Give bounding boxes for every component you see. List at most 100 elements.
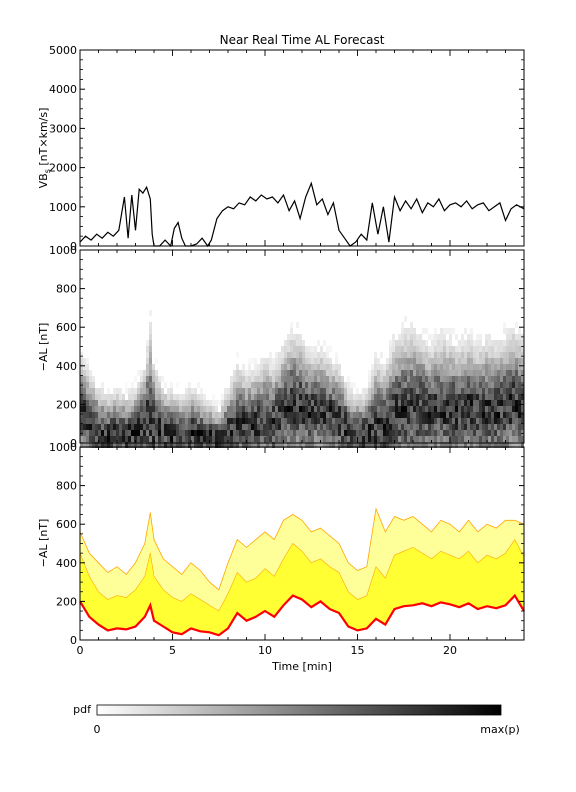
- pdf-cell: [83, 412, 86, 418]
- pdf-cell: [443, 334, 446, 340]
- xtick-label: 20: [443, 644, 457, 657]
- pdf-cell: [89, 442, 92, 448]
- pdf-cell: [497, 400, 500, 406]
- pdf-cell: [230, 436, 233, 442]
- pdf-cell: [236, 442, 239, 448]
- pdf-cell: [506, 388, 509, 394]
- pdf-cell: [434, 382, 437, 388]
- pdf-cell: [398, 340, 401, 346]
- pdf-cell: [257, 436, 260, 442]
- pdf-cell: [131, 406, 134, 412]
- pdf-cell: [479, 436, 482, 442]
- pdf-cell: [506, 442, 509, 448]
- pdf-cell: [434, 400, 437, 406]
- pdf-cell: [164, 424, 167, 430]
- pdf-cell: [401, 334, 404, 340]
- pdf-cell: [104, 418, 107, 424]
- pdf-cell: [359, 406, 362, 412]
- pdf-cell: [347, 394, 350, 400]
- pdf-cell: [92, 394, 95, 400]
- pdf-cell: [200, 412, 203, 418]
- pdf-cell: [149, 400, 152, 406]
- pdf-cell: [269, 442, 272, 448]
- pdf-cell: [248, 394, 251, 400]
- pdf-cell: [152, 406, 155, 412]
- pdf-cell: [323, 370, 326, 376]
- pdf-cell: [404, 400, 407, 406]
- pdf-cell: [167, 406, 170, 412]
- pdf-cell: [86, 382, 89, 388]
- pdf-cell: [449, 436, 452, 442]
- pdf-cell: [275, 436, 278, 442]
- pdf-cell: [302, 382, 305, 388]
- pdf-cell: [116, 424, 119, 430]
- pdf-cell: [155, 394, 158, 400]
- pdf-cell: [401, 352, 404, 358]
- pdf-cell: [452, 430, 455, 436]
- pdf-cell: [263, 382, 266, 388]
- pdf-cell: [134, 430, 137, 436]
- pdf-cell: [317, 358, 320, 364]
- pdf-cell: [488, 424, 491, 430]
- pdf-cell: [374, 358, 377, 364]
- pdf-cell: [410, 328, 413, 334]
- pdf-cell: [308, 412, 311, 418]
- pdf-cell: [485, 424, 488, 430]
- pdf-cell: [473, 424, 476, 430]
- pdf-cell: [221, 394, 224, 400]
- pdf-cell: [224, 412, 227, 418]
- pdf-cell: [245, 418, 248, 424]
- pdf-cell: [446, 442, 449, 448]
- pdf-cell: [191, 400, 194, 406]
- pdf-cell: [197, 442, 200, 448]
- pdf-cell: [449, 370, 452, 376]
- pdf-cell: [266, 376, 269, 382]
- pdf-cell: [341, 382, 344, 388]
- pdf-cell: [155, 442, 158, 448]
- pdf-cell: [521, 424, 524, 430]
- pdf-cell: [332, 364, 335, 370]
- pdf-cell: [281, 394, 284, 400]
- pdf-cell: [266, 442, 269, 448]
- pdf-cell: [494, 346, 497, 352]
- pdf-cell: [104, 424, 107, 430]
- pdf-cell: [392, 430, 395, 436]
- pdf-cell: [335, 382, 338, 388]
- pdf-cell: [347, 412, 350, 418]
- pdf-cell: [401, 430, 404, 436]
- pdf-cell: [479, 424, 482, 430]
- pdf-cell: [329, 412, 332, 418]
- pdf-cell: [218, 418, 221, 424]
- pdf-cell: [386, 370, 389, 376]
- pdf-cell: [443, 364, 446, 370]
- pdf-cell: [476, 442, 479, 448]
- pdf-cell: [188, 442, 191, 448]
- pdf-cell: [350, 382, 353, 388]
- pdf-cell: [155, 382, 158, 388]
- pdf-cell: [509, 358, 512, 364]
- pdf-cell: [272, 430, 275, 436]
- pdf-cell: [200, 430, 203, 436]
- pdf-cell: [284, 376, 287, 382]
- pdf-cell: [515, 394, 518, 400]
- pdf-cell: [218, 400, 221, 406]
- pdf-cell: [383, 406, 386, 412]
- pdf-cell: [479, 394, 482, 400]
- pdf-cell: [281, 400, 284, 406]
- pdf-cell: [461, 370, 464, 376]
- pdf-cell: [419, 394, 422, 400]
- ytick-label: 400: [56, 557, 77, 570]
- pdf-cell: [443, 388, 446, 394]
- pdf-cell: [158, 376, 161, 382]
- pdf-cell: [146, 364, 149, 370]
- pdf-cell: [143, 418, 146, 424]
- pdf-cell: [506, 436, 509, 442]
- pdf-cell: [497, 436, 500, 442]
- pdf-cell: [161, 394, 164, 400]
- pdf-cell: [344, 406, 347, 412]
- pdf-cell: [140, 388, 143, 394]
- pdf-cell: [476, 358, 479, 364]
- pdf-cell: [500, 364, 503, 370]
- pdf-cell: [509, 436, 512, 442]
- ylabel-units: [nT×km/s]: [37, 108, 50, 170]
